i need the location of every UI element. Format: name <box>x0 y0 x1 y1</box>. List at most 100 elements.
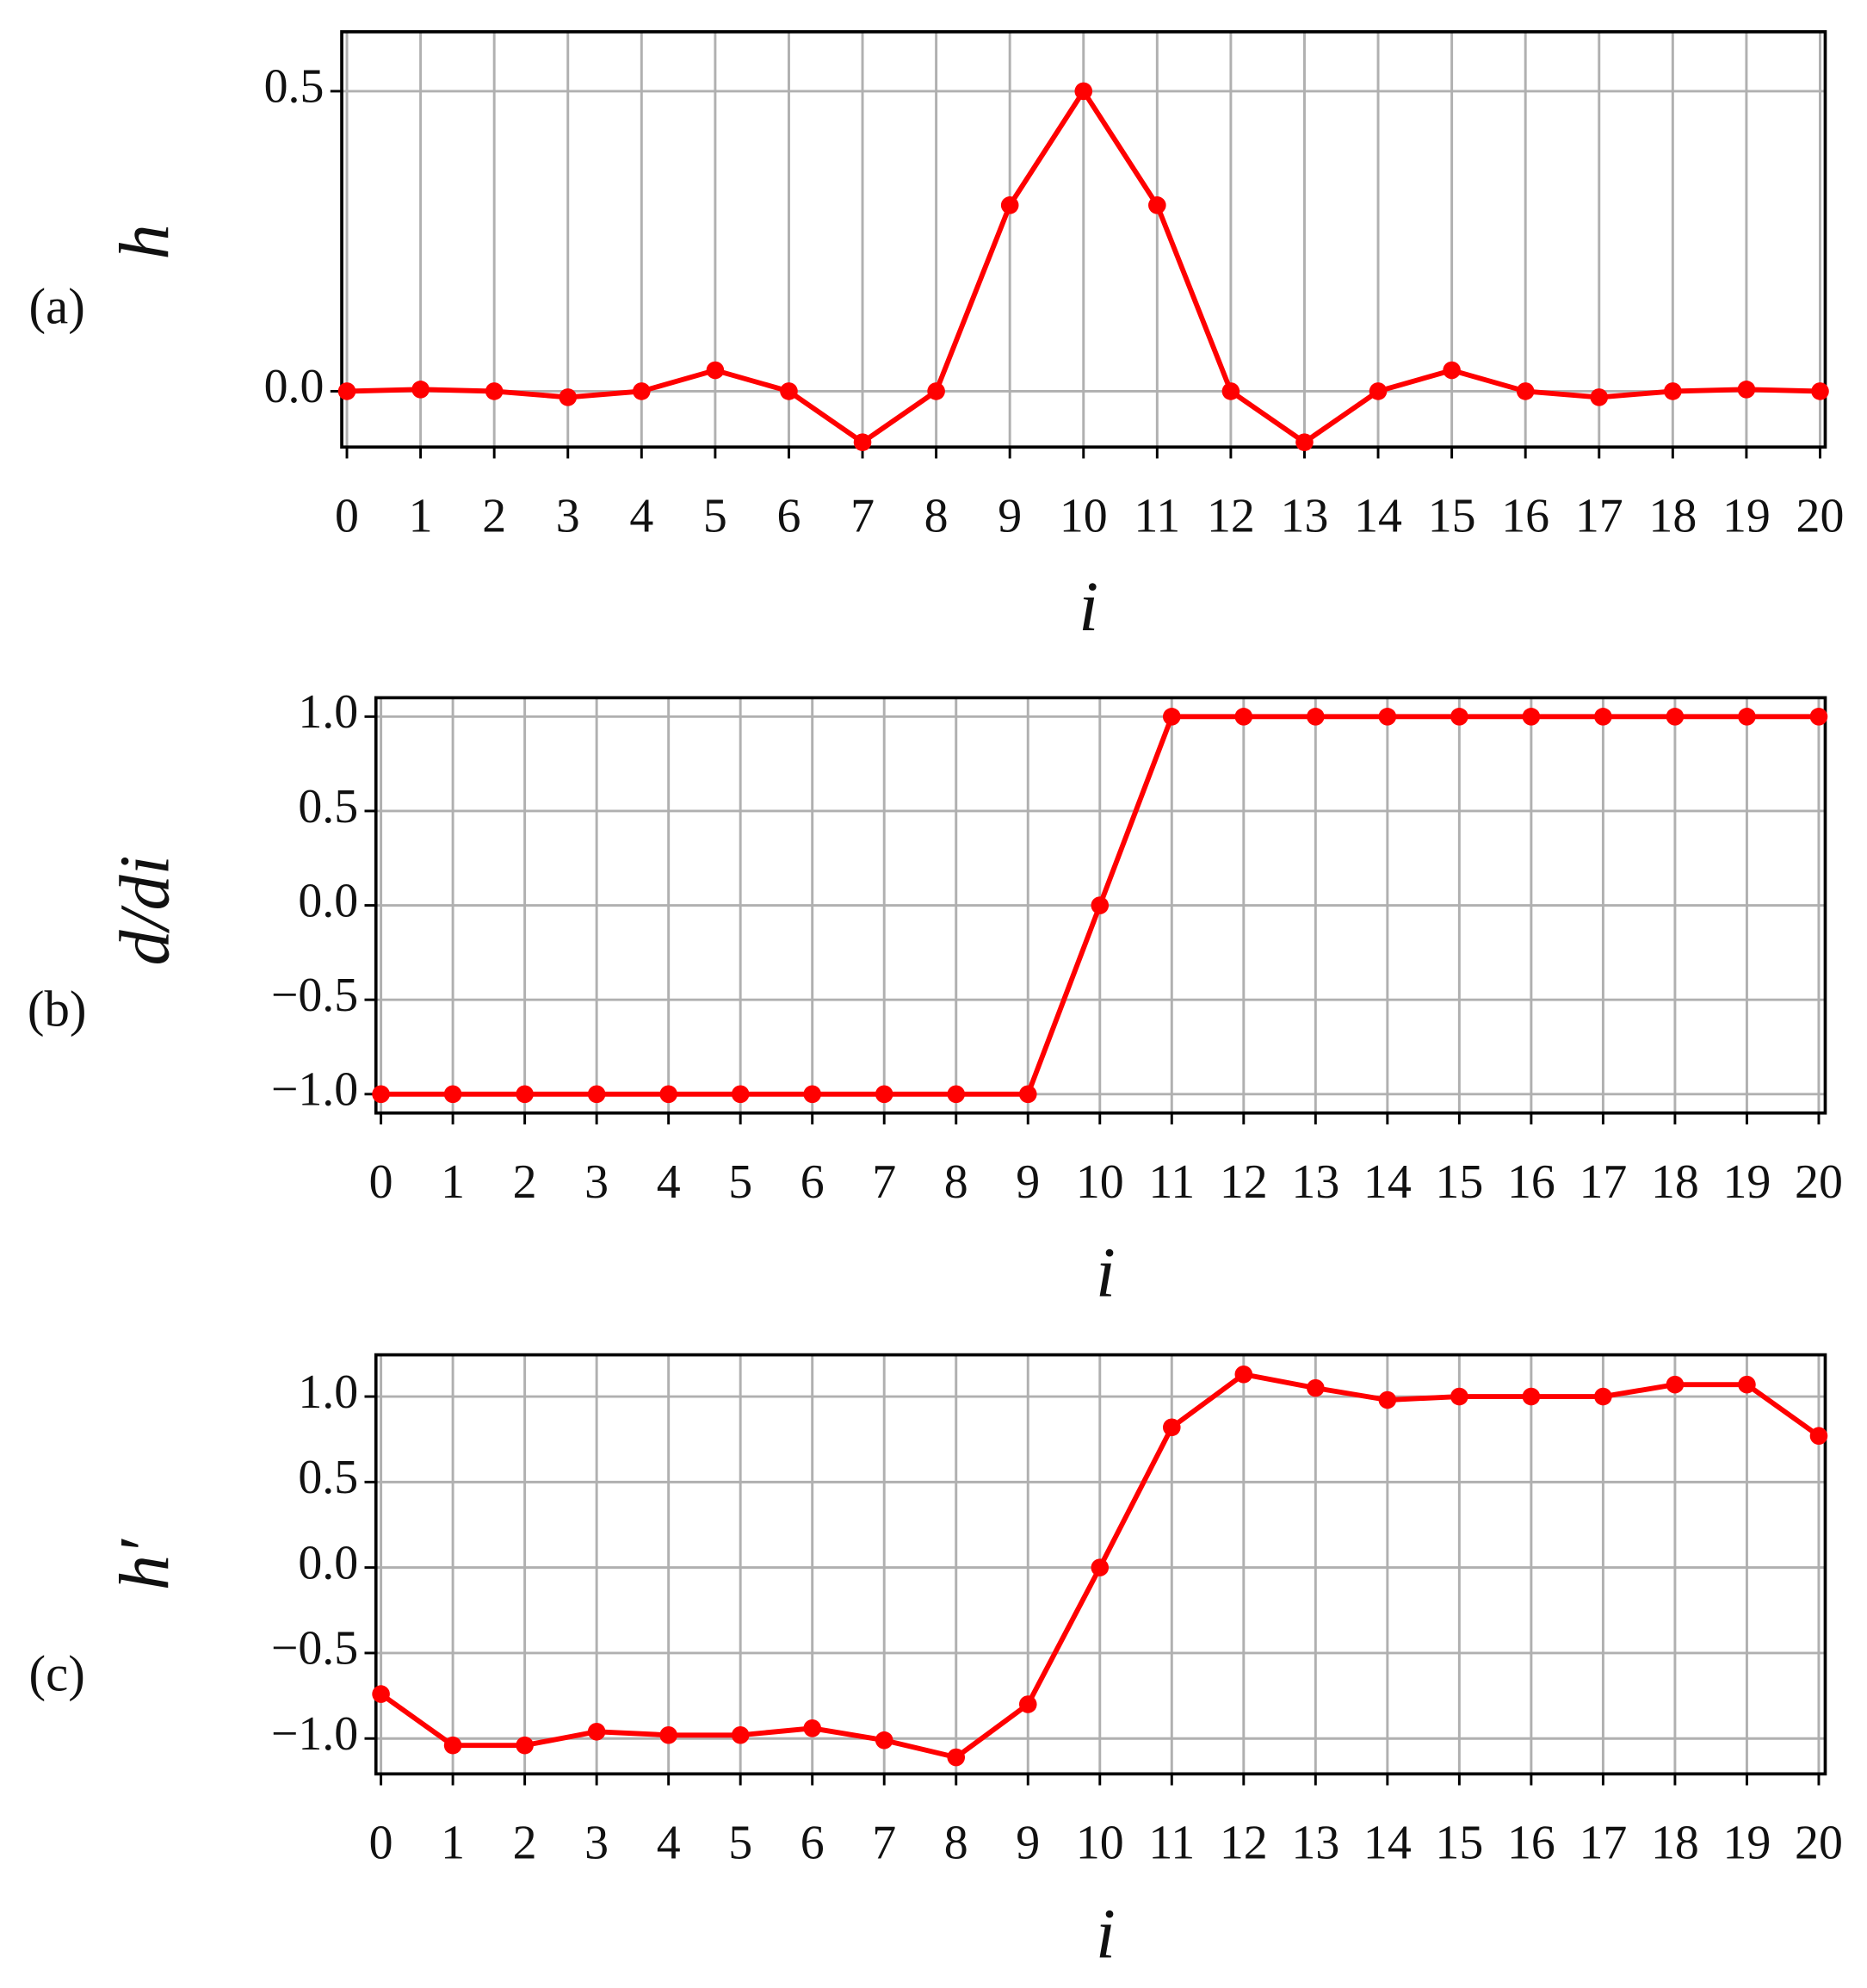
x-tick-label: 18 <box>1651 1155 1699 1209</box>
x-tick-label: 6 <box>776 489 801 542</box>
x-tick-label: 6 <box>801 1155 825 1209</box>
y-tick-label: 0.0 <box>298 1536 358 1589</box>
x-tick-label: 13 <box>1291 1816 1339 1869</box>
data-point <box>1809 1427 1828 1446</box>
x-tick-label: 11 <box>1134 489 1180 542</box>
data-point <box>1666 708 1685 726</box>
x-tick-label: 10 <box>1060 489 1108 542</box>
x-tick-label: 2 <box>513 1155 537 1209</box>
data-point <box>927 382 945 400</box>
y-axis-label: h <box>105 224 183 259</box>
data-point <box>731 1725 750 1744</box>
x-tick-label: 17 <box>1579 1155 1627 1209</box>
x-tick-label: 2 <box>513 1816 537 1869</box>
data-point <box>1378 1390 1397 1409</box>
x-tick-label: 14 <box>1363 1816 1412 1869</box>
data-point <box>1811 382 1829 400</box>
data-point <box>337 382 356 400</box>
x-tick-label: 7 <box>872 1155 896 1209</box>
data-point <box>411 381 430 399</box>
data-point <box>1522 1387 1541 1406</box>
data-point <box>1148 196 1166 214</box>
data-point <box>1522 708 1541 726</box>
x-tick-label: 10 <box>1076 1816 1124 1869</box>
x-tick-label: 13 <box>1291 1155 1339 1209</box>
y-tick-label: −1.0 <box>271 1707 358 1761</box>
data-point <box>587 1722 606 1741</box>
data-point <box>1091 896 1110 914</box>
data-point <box>1738 1375 1756 1394</box>
x-tick-label: 3 <box>584 1816 609 1869</box>
data-point <box>875 1085 893 1104</box>
data-point <box>1162 708 1181 726</box>
x-tick-label: 19 <box>1723 1816 1771 1869</box>
x-tick-label: 13 <box>1281 489 1329 542</box>
data-point <box>485 382 504 400</box>
data-point <box>1590 388 1609 406</box>
data-point <box>659 1085 677 1104</box>
data-point <box>1516 382 1535 400</box>
x-axis-label: i <box>1096 1234 1116 1312</box>
y-tick-label: −0.5 <box>271 969 358 1022</box>
x-tick-label: 3 <box>556 489 580 542</box>
y-tick-label: 1.0 <box>298 1366 358 1419</box>
x-tick-label: 16 <box>1507 1816 1555 1869</box>
data-point <box>803 1719 821 1737</box>
x-tick-label: 10 <box>1076 1155 1124 1209</box>
data-point <box>1594 708 1612 726</box>
x-tick-label: 8 <box>944 1155 968 1209</box>
x-tick-label: 9 <box>1016 1155 1040 1209</box>
data-point <box>1307 708 1325 726</box>
x-tick-label: 5 <box>728 1155 752 1209</box>
x-tick-label: 0 <box>369 1155 393 1209</box>
data-point <box>1162 1418 1181 1437</box>
data-point <box>1738 708 1756 726</box>
x-tick-label: 1 <box>441 1816 465 1869</box>
data-point <box>443 1085 462 1104</box>
y-tick-label: 0.0 <box>264 360 325 413</box>
data-point <box>853 433 872 451</box>
x-tick-label: 5 <box>728 1816 752 1869</box>
x-tick-label: 19 <box>1722 489 1771 542</box>
data-point <box>706 361 725 380</box>
x-tick-label: 20 <box>1795 1155 1843 1209</box>
x-tick-label: 9 <box>1016 1816 1040 1869</box>
y-tick-label: 0.5 <box>264 60 325 114</box>
data-point <box>1664 382 1682 400</box>
x-tick-label: 14 <box>1363 1155 1412 1209</box>
data-point <box>516 1085 534 1104</box>
data-point <box>1234 1365 1253 1384</box>
x-tick-label: 7 <box>872 1816 896 1869</box>
data-point <box>1221 382 1240 400</box>
data-point <box>803 1085 821 1104</box>
y-tick-label: 0.5 <box>298 780 358 833</box>
data-point <box>559 388 578 406</box>
x-tick-label: 8 <box>944 1816 968 1869</box>
data-point <box>947 1085 966 1104</box>
data-point <box>1809 708 1828 726</box>
x-tick-label: 19 <box>1723 1155 1771 1209</box>
x-tick-label: 5 <box>703 489 727 542</box>
panel-label: (c) <box>29 1646 85 1702</box>
data-point <box>1443 361 1461 380</box>
data-point <box>731 1085 750 1104</box>
plot-frame <box>374 696 1827 1115</box>
x-tick-label: 11 <box>1148 1816 1195 1869</box>
data-point <box>1594 1387 1612 1406</box>
x-tick-label: 11 <box>1148 1155 1195 1209</box>
y-tick-label: −0.5 <box>271 1622 358 1675</box>
y-tick-label: 1.0 <box>298 685 358 739</box>
x-tick-label: 15 <box>1435 1816 1483 1869</box>
x-tick-label: 20 <box>1796 489 1845 542</box>
plot-frame <box>340 30 1827 449</box>
data-point <box>1018 1085 1037 1104</box>
data-point <box>780 382 798 400</box>
x-tick-label: 3 <box>584 1155 609 1209</box>
x-tick-label: 1 <box>441 1155 465 1209</box>
data-point <box>1450 708 1468 726</box>
x-tick-label: 7 <box>850 489 875 542</box>
data-point <box>1369 382 1388 400</box>
y-tick-label: 0.0 <box>298 874 358 927</box>
x-tick-label: 20 <box>1795 1816 1843 1869</box>
x-tick-label: 0 <box>335 489 359 542</box>
